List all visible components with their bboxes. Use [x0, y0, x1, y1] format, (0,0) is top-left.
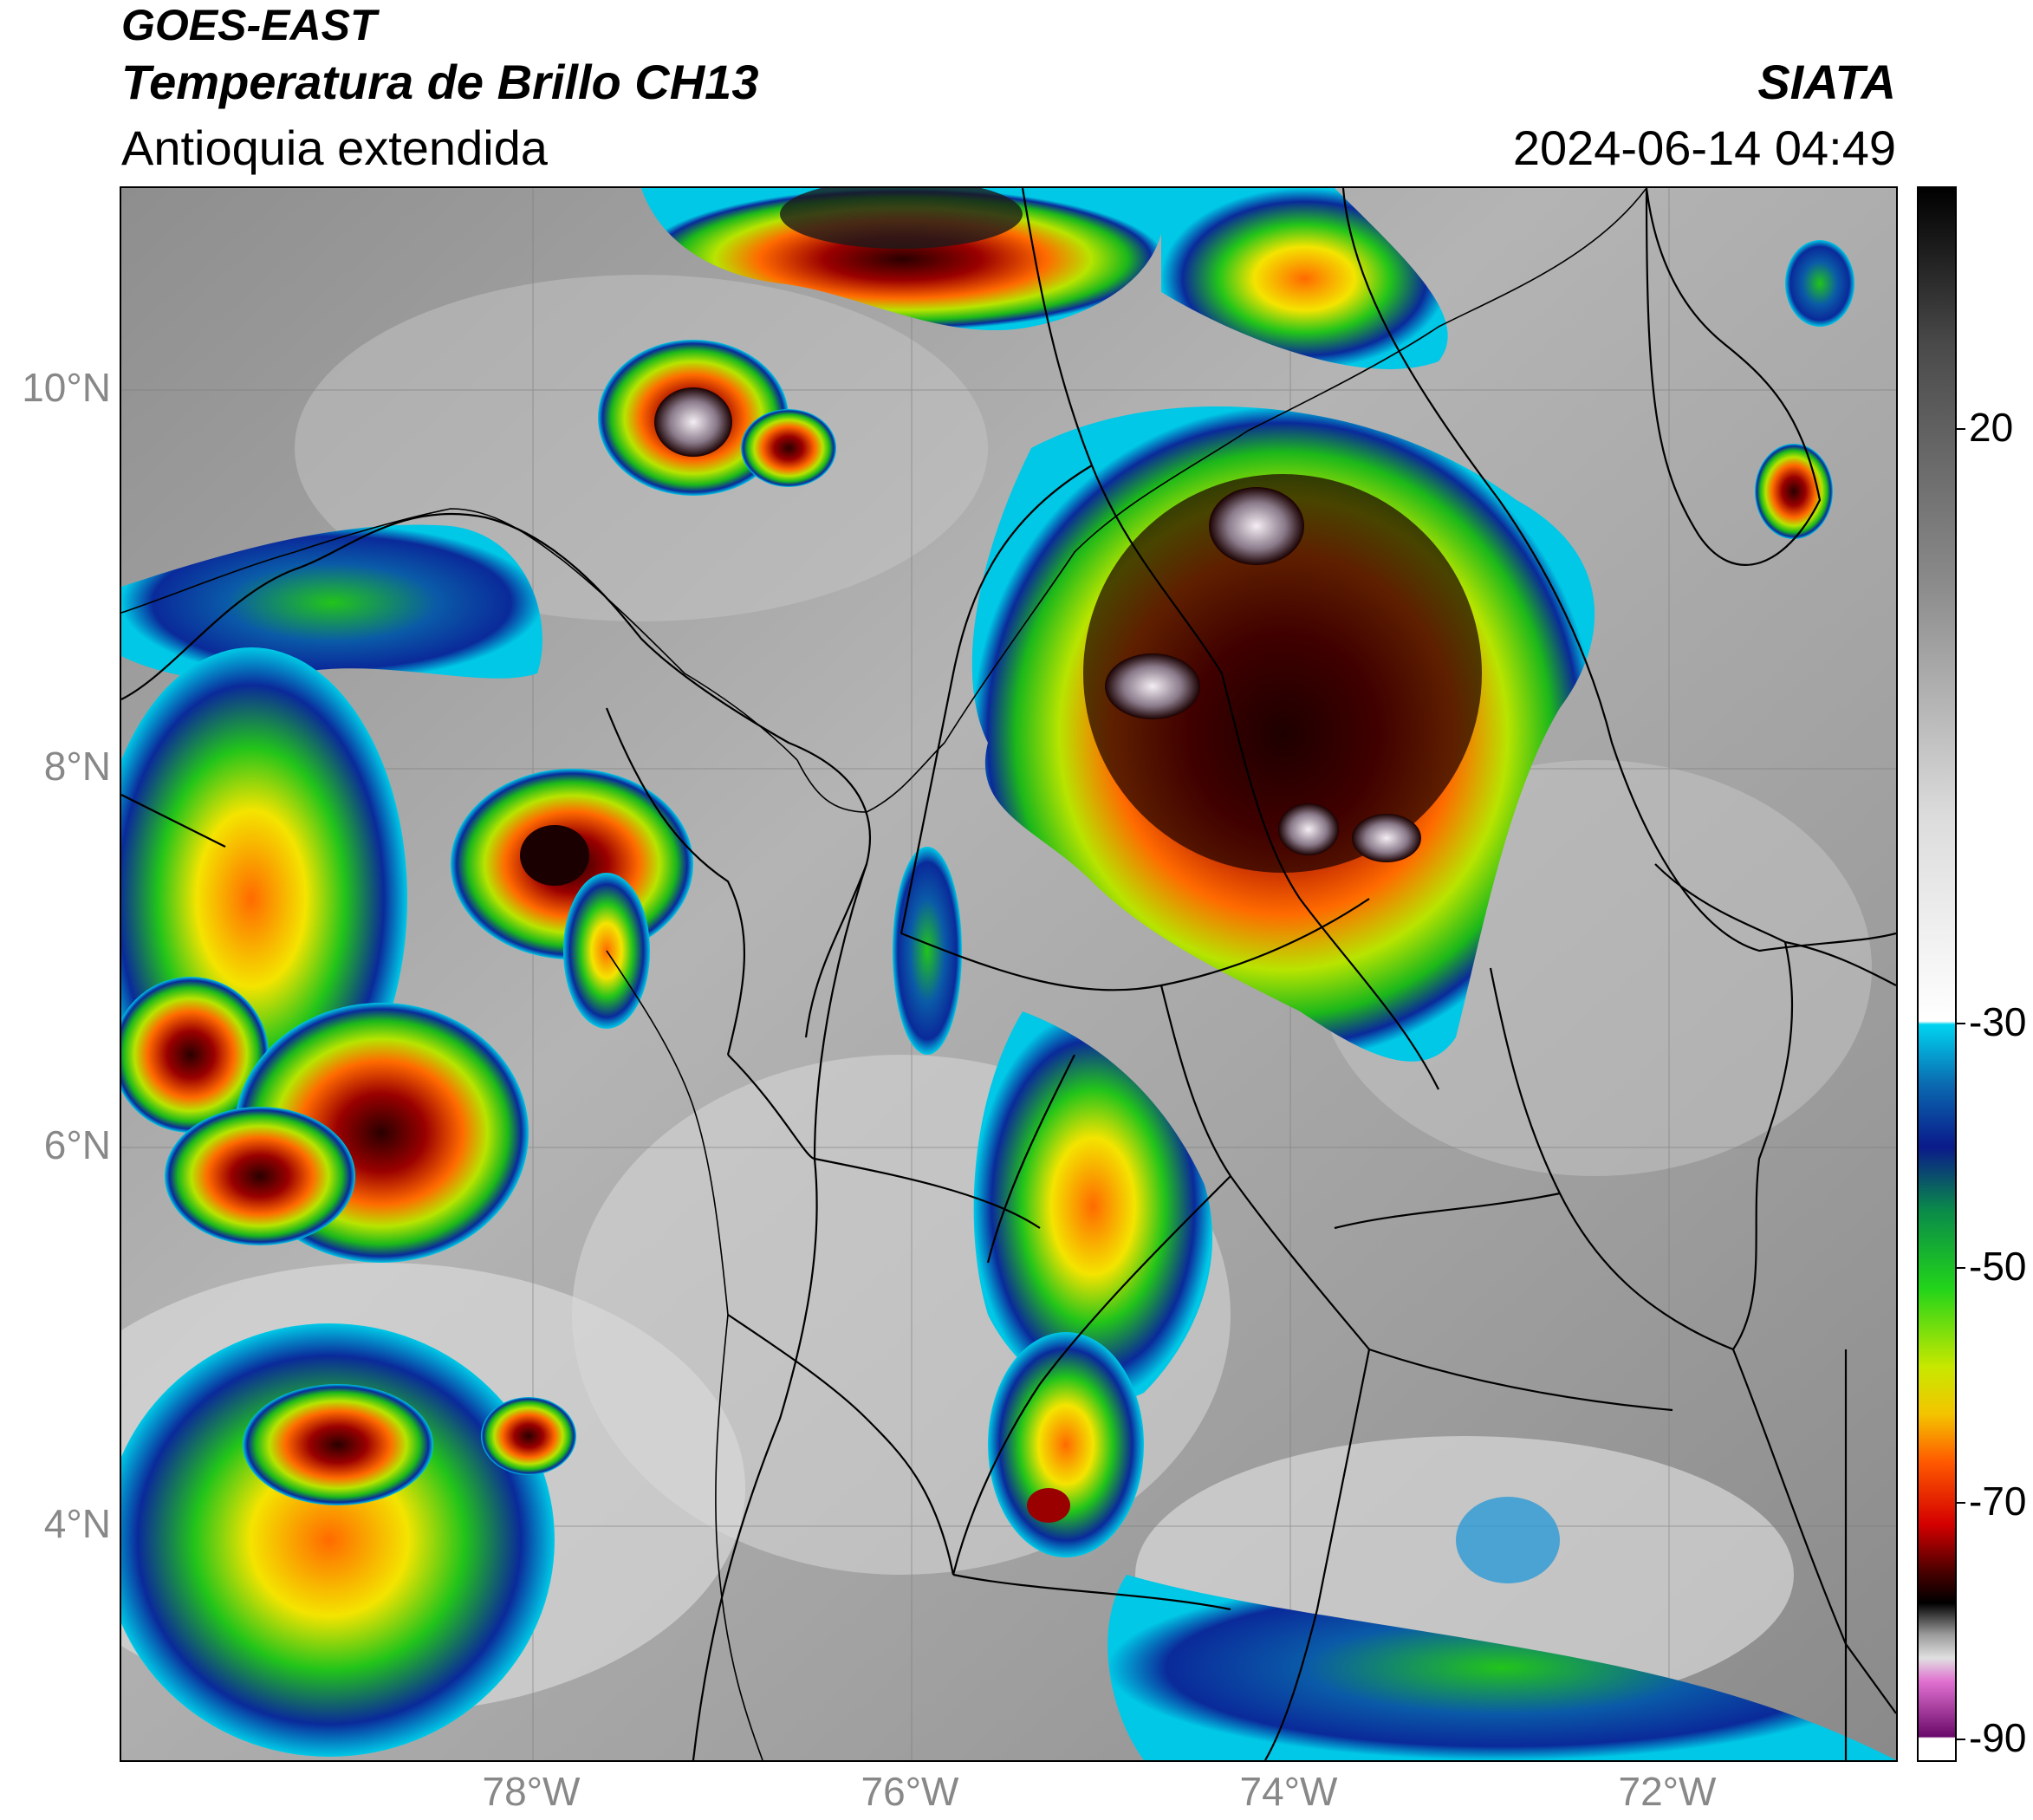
lat-tick-6n: 6°N: [43, 1122, 111, 1167]
colorbar-tick-20: 20: [1969, 405, 2014, 450]
convective-clouds: [121, 188, 1896, 1760]
product-title: Temperatura de Brillo CH13: [121, 55, 759, 109]
colorbar-tick-minus50: -50: [1969, 1244, 2027, 1289]
region-subtitle: Antioquia extendida: [121, 120, 548, 175]
brightness-temperature-map[interactable]: [120, 186, 1898, 1762]
political-boundaries: [121, 188, 1896, 1760]
lon-tick-72w: 72°W: [1618, 1769, 1717, 1814]
lat-tick-8n: 8°N: [43, 744, 111, 789]
organization-label: SIATA: [1757, 55, 1896, 109]
lat-tick-4n: 4°N: [43, 1501, 111, 1546]
lon-tick-74w: 74°W: [1239, 1769, 1338, 1814]
colorbar-tick-minus70: -70: [1969, 1479, 2027, 1524]
timestamp-label: 2024-06-14 04:49: [1512, 120, 1896, 175]
map-canvas: [121, 188, 1896, 1760]
lon-tick-76w: 76°W: [861, 1769, 959, 1814]
coastline: [121, 188, 1647, 1760]
satellite-title: GOES-EAST: [121, 1, 377, 49]
colorbar-tick-minus30: -30: [1969, 999, 2027, 1044]
lat-tick-10n: 10°N: [22, 365, 111, 410]
lon-tick-78w: 78°W: [482, 1769, 581, 1814]
colorbar-tick-minus90: -90: [1969, 1715, 2027, 1760]
temperature-colorbar: [1917, 186, 1957, 1762]
